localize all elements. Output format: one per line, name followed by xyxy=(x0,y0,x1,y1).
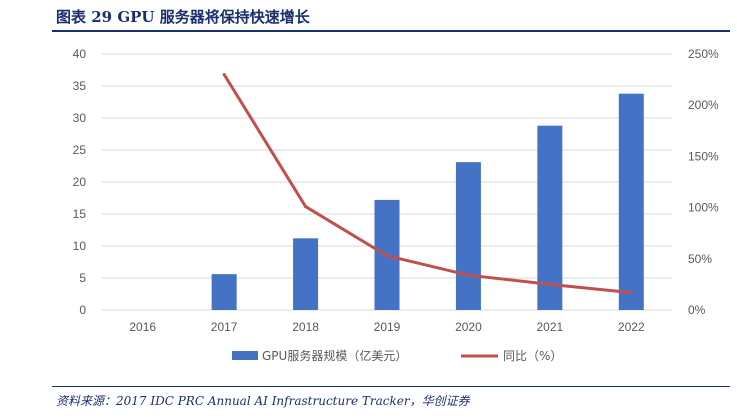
x-tick-label: 2022 xyxy=(618,320,645,334)
bar xyxy=(293,238,319,310)
yoy-point xyxy=(548,282,552,286)
y-right-tick-label: 250% xyxy=(688,47,719,61)
legend-label-line: 同比（%） xyxy=(503,349,562,363)
title-rule xyxy=(52,30,730,32)
x-tick-label: 2019 xyxy=(374,320,401,334)
x-tick-label: 2021 xyxy=(537,320,564,334)
y-right-tick-label: 150% xyxy=(688,149,719,163)
source-rule xyxy=(52,386,730,387)
bar xyxy=(211,274,237,310)
bar xyxy=(455,162,481,310)
y-left-tick-label: 20 xyxy=(73,175,87,189)
x-tick-label: 2020 xyxy=(455,320,482,334)
y-left-tick-label: 5 xyxy=(79,271,86,285)
legend-label-bar: GPU服务器规模（亿美元） xyxy=(262,348,407,363)
yoy-point xyxy=(385,254,389,258)
bar xyxy=(537,125,563,311)
y-left-tick-label: 30 xyxy=(73,111,87,125)
figure-title: 图表 29 GPU 服务器将保持快速增长 xyxy=(56,8,310,26)
yoy-line xyxy=(222,73,632,295)
y-right-tick-label: 100% xyxy=(688,201,719,215)
y-left-tick-label: 40 xyxy=(73,47,87,61)
legend-swatch-bar xyxy=(232,351,258,360)
y-left-tick-label: 35 xyxy=(73,79,87,93)
y-left-tick-label: 0 xyxy=(79,303,86,317)
y-right-tick-label: 50% xyxy=(688,252,712,266)
y-right-tick-label: 200% xyxy=(688,98,719,112)
yoy-point xyxy=(222,72,226,76)
y-right-tick-label: 0% xyxy=(688,303,706,317)
source-note: 资料来源：2017 IDC PRC Annual AI Infrastructu… xyxy=(56,394,470,408)
x-tick-label: 2018 xyxy=(292,320,319,334)
yoy-point xyxy=(629,291,633,295)
y-left-tick-label: 15 xyxy=(73,207,87,221)
yoy-point xyxy=(466,273,470,277)
x-tick-label: 2016 xyxy=(129,320,156,334)
x-tick-label: 2017 xyxy=(211,320,238,334)
y-left-tick-label: 25 xyxy=(73,143,87,157)
yoy-point xyxy=(304,205,308,209)
bar xyxy=(618,93,644,311)
y-left-tick-label: 10 xyxy=(73,239,87,253)
